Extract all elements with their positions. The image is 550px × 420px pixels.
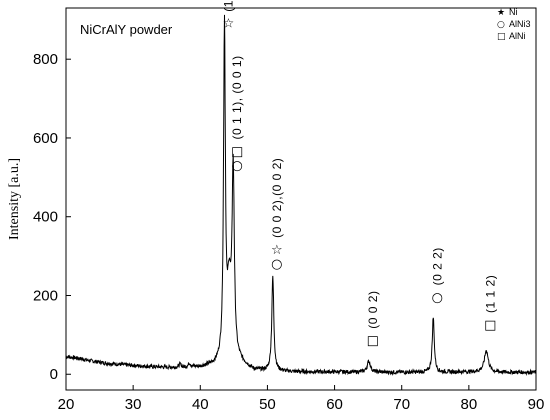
peak-annotation-label: (0 2 2) xyxy=(430,247,444,285)
x-tick-label: 20 xyxy=(58,396,75,413)
peak-symbol-icon: ☆ xyxy=(223,17,235,32)
x-tick-label: 30 xyxy=(125,396,142,413)
chart-title: NiCrAlY powder xyxy=(80,22,173,37)
peak-symbol-icon: □ xyxy=(484,318,496,333)
peak-symbol-icon: ○ xyxy=(432,290,443,305)
peak-annotations: ☆(1 1 1)○□(0 1 1), (0 0 1)○☆(0 0 2),(0 0… xyxy=(221,0,497,349)
peak-symbol-icon: □ xyxy=(367,334,379,349)
x-tick-label: 50 xyxy=(259,396,276,413)
peak-annotation-label: (1 1 2) xyxy=(483,275,497,313)
x-tick-label: 80 xyxy=(461,396,478,413)
y-tick-label: 0 xyxy=(50,366,58,383)
peak-annotation-label: (0 0 2) xyxy=(366,291,380,329)
x-tick-label: 40 xyxy=(192,396,209,413)
legend-label: AlNi3 xyxy=(509,19,531,29)
peak-symbol-icon: ☆ xyxy=(271,243,283,258)
x-tick-label: 70 xyxy=(393,396,410,413)
y-tick-label: 400 xyxy=(33,209,58,226)
peak-symbol-icon: ○ xyxy=(271,257,282,272)
xrd-pattern-line xyxy=(65,14,537,376)
circle-icon: ○ xyxy=(497,20,505,30)
axis-ticks xyxy=(65,58,537,390)
y-axis-label: Intensity [a.u.] xyxy=(7,158,22,240)
peak-annotation-label: (0 1 1), (0 0 1) xyxy=(230,55,244,139)
y-tick-label: 600 xyxy=(33,130,58,147)
axis-tick-labels: 20 30 40 50 60 70 80 90 0 200 400 600 800 xyxy=(33,51,544,413)
legend-label: Ni xyxy=(509,7,518,17)
plot-frame xyxy=(65,7,537,391)
legend-label: AlNi xyxy=(509,31,526,41)
x-tick-label: 60 xyxy=(326,396,343,413)
legend: ★ Ni ○ AlNi3□ AlNi xyxy=(497,7,531,42)
y-tick-label: 200 xyxy=(33,287,58,304)
peak-symbol-icon: ○ xyxy=(232,158,243,173)
x-tick-label: 90 xyxy=(528,396,545,413)
square-icon: □ xyxy=(497,32,506,42)
peak-annotation-label: (0 0 2),(0 0 2) xyxy=(270,158,284,238)
star-filled-icon: ★ xyxy=(497,8,505,18)
y-tick-label: 800 xyxy=(33,51,58,68)
peak-symbol-icon: □ xyxy=(231,144,243,159)
peak-annotation-label: (1 1 1) xyxy=(221,0,235,12)
